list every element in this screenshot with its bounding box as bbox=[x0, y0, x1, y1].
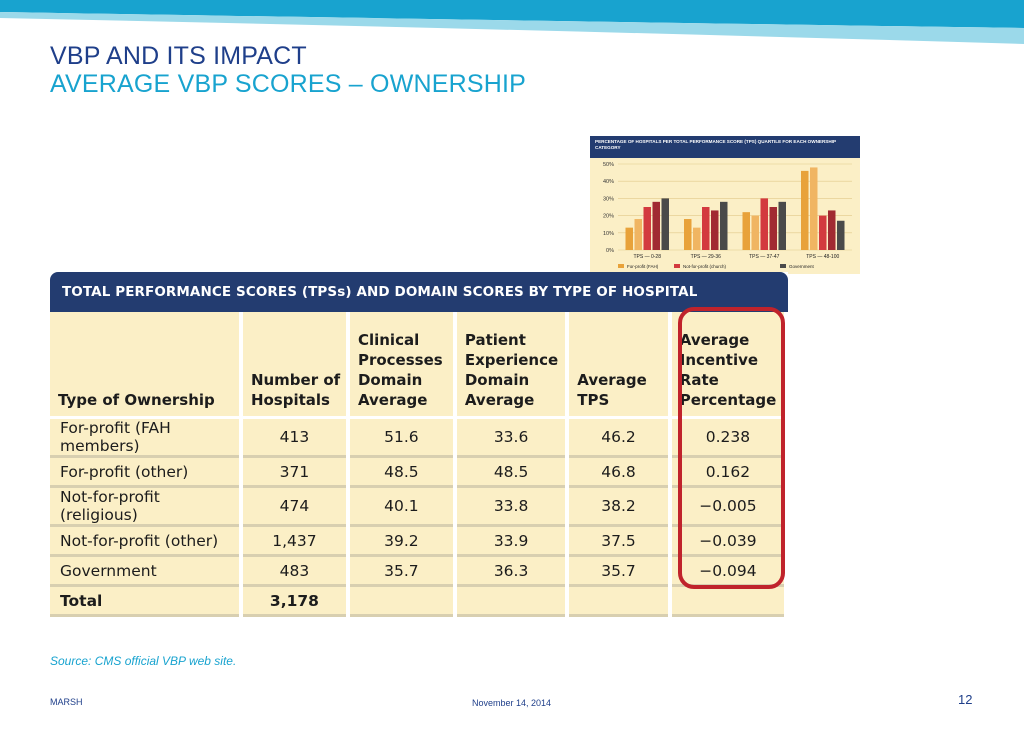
cell-hospitals: 483 bbox=[240, 555, 350, 587]
cell-hospitals: 1,437 bbox=[240, 525, 350, 557]
chart-bar bbox=[720, 201, 728, 250]
y-tick-label: 40% bbox=[603, 179, 614, 185]
cell-tps bbox=[567, 585, 672, 617]
header-hospitals: Number of Hospitals bbox=[240, 312, 350, 419]
cell-ownership: Total bbox=[50, 585, 243, 617]
cell-patient: 33.6 bbox=[454, 417, 570, 458]
chart-bar bbox=[625, 227, 633, 250]
cell-patient bbox=[454, 585, 570, 617]
cell-clinical: 39.2 bbox=[347, 525, 457, 557]
ownership-scores-table: TOTAL PERFORMANCE SCORES (TPSs) AND DOMA… bbox=[50, 272, 789, 617]
ownership-tps-chart: PERCENTAGE OF HOSPITALS PER TOTAL PERFOR… bbox=[590, 136, 860, 274]
y-tick-label: 20% bbox=[603, 214, 614, 220]
chart-bar bbox=[810, 167, 818, 250]
cell-ownership: Not-for-profit (religious) bbox=[50, 486, 243, 527]
y-tick-label: 30% bbox=[603, 196, 614, 202]
y-tick-label: 50% bbox=[603, 162, 614, 168]
chart-bar bbox=[643, 207, 651, 250]
cell-clinical bbox=[347, 585, 457, 617]
chart-bar bbox=[769, 207, 777, 250]
cell-hospitals: 474 bbox=[240, 486, 350, 527]
cell-incentive: −0.039 bbox=[669, 525, 789, 557]
chart-bar bbox=[742, 212, 750, 250]
cell-tps: 46.2 bbox=[567, 417, 672, 458]
chart-bar bbox=[684, 219, 692, 250]
chart-bar bbox=[702, 207, 710, 250]
footer-brand: MARSH bbox=[50, 697, 83, 707]
table-row: For-profit (FAH members) 413 51.6 33.6 4… bbox=[50, 417, 789, 458]
table-row: Government 483 35.7 36.3 35.7 −0.094 bbox=[50, 555, 789, 587]
cell-patient: 48.5 bbox=[454, 456, 570, 488]
incentive-column-highlight bbox=[678, 307, 785, 589]
chart-bar bbox=[828, 210, 836, 250]
cell-ownership: For-profit (FAH members) bbox=[50, 417, 243, 458]
cell-tps: 46.8 bbox=[567, 456, 672, 488]
table-row: Not-for-profit (religious) 474 40.1 33.8… bbox=[50, 486, 789, 527]
legend-label: For-profit (FAH) bbox=[627, 264, 659, 269]
header-clinical: Clinical Processes Domain Average bbox=[347, 312, 457, 419]
legend-label: Government bbox=[789, 264, 815, 269]
cell-hospitals: 413 bbox=[240, 417, 350, 458]
cell-tps: 37.5 bbox=[567, 525, 672, 557]
x-tick-label: TPS — 29-36 bbox=[691, 254, 722, 260]
scores-table: Type of Ownership Number of Hospitals Cl… bbox=[50, 312, 789, 617]
footer-date: November 14, 2014 bbox=[472, 698, 552, 708]
x-tick-label: TPS — 48-100 bbox=[806, 254, 839, 260]
table-total-row: Total 3,178 bbox=[50, 585, 789, 617]
cell-incentive: 0.238 bbox=[669, 417, 789, 458]
header-incentive: Average Incentive Rate Percentage bbox=[669, 312, 789, 419]
chart-bar bbox=[760, 198, 768, 250]
chart-bar bbox=[693, 227, 701, 250]
cell-clinical: 35.7 bbox=[347, 555, 457, 587]
chart-title: PERCENTAGE OF HOSPITALS PER TOTAL PERFOR… bbox=[590, 136, 860, 158]
cell-incentive: −0.005 bbox=[669, 486, 789, 527]
x-tick-label: TPS — 37-47 bbox=[749, 254, 780, 260]
chart-bar bbox=[819, 215, 827, 250]
chart-bar bbox=[751, 215, 759, 250]
cell-patient: 33.9 bbox=[454, 525, 570, 557]
cell-hospitals: 3,178 bbox=[240, 585, 350, 617]
chart-bar bbox=[711, 210, 719, 250]
cell-ownership: Government bbox=[50, 555, 243, 587]
legend-swatch bbox=[618, 264, 624, 268]
cell-tps: 38.2 bbox=[567, 486, 672, 527]
y-tick-label: 10% bbox=[603, 231, 614, 237]
cell-hospitals: 371 bbox=[240, 456, 350, 488]
legend-swatch bbox=[780, 264, 786, 268]
cell-clinical: 48.5 bbox=[347, 456, 457, 488]
chart-bar bbox=[661, 198, 669, 250]
cell-patient: 33.8 bbox=[454, 486, 570, 527]
table-row: For-profit (other) 371 48.5 48.5 46.8 0.… bbox=[50, 456, 789, 488]
chart-bar bbox=[837, 220, 845, 250]
top-decorative-band bbox=[0, 0, 1024, 48]
header-tps: Average TPS bbox=[567, 312, 672, 419]
cell-ownership: Not-for-profit (other) bbox=[50, 525, 243, 557]
cell-ownership: For-profit (other) bbox=[50, 456, 243, 488]
table-header-row: Type of Ownership Number of Hospitals Cl… bbox=[50, 312, 789, 419]
chart-plot: 50% 40% 30% 20% 10% 0% TPS — 0-28 TPS — 29-36 TP… bbox=[603, 162, 852, 269]
legend-label: Not-for-profit (church) bbox=[683, 264, 727, 269]
x-tick-label: TPS — 0-28 bbox=[633, 254, 661, 260]
slide-subtitle: AVERAGE VBP SCORES – OWNERSHIP bbox=[50, 70, 527, 98]
chart-bar bbox=[801, 170, 809, 250]
table-title: TOTAL PERFORMANCE SCORES (TPSs) AND DOMA… bbox=[50, 272, 788, 340]
header-patient: Patient Experience Domain Average bbox=[454, 312, 570, 419]
cell-patient: 36.3 bbox=[454, 555, 570, 587]
chart-bar bbox=[652, 201, 660, 250]
chart-bar bbox=[634, 219, 642, 250]
table-row: Not-for-profit (other) 1,437 39.2 33.9 3… bbox=[50, 525, 789, 557]
cell-tps: 35.7 bbox=[567, 555, 672, 587]
legend-swatch bbox=[674, 264, 680, 268]
header-ownership: Type of Ownership bbox=[50, 312, 243, 419]
slide-title: VBP AND ITS IMPACT bbox=[50, 42, 307, 70]
cell-incentive bbox=[669, 585, 789, 617]
cell-incentive: 0.162 bbox=[669, 456, 789, 488]
cell-clinical: 51.6 bbox=[347, 417, 457, 458]
cell-clinical: 40.1 bbox=[347, 486, 457, 527]
source-note: Source: CMS official VBP web site. bbox=[50, 654, 237, 668]
chart-bar bbox=[778, 201, 786, 250]
page-number: 12 bbox=[958, 692, 973, 707]
y-tick-label: 0% bbox=[606, 248, 614, 254]
